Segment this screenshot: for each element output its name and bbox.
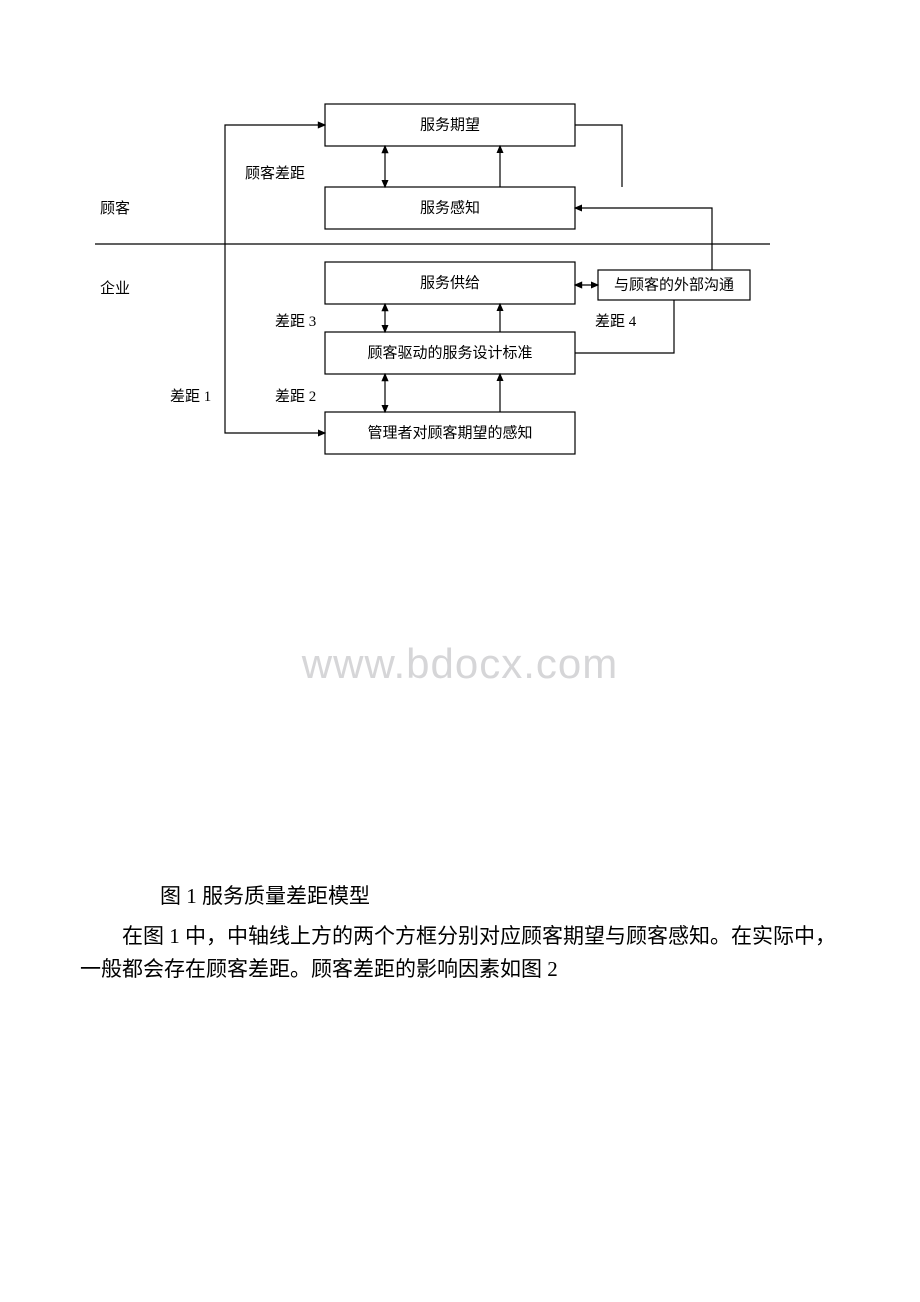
comm-to-perceive <box>575 208 712 270</box>
node-label-comm: 与顾客的外部沟通 <box>614 276 734 293</box>
label-enterprise: 企业 <box>100 279 130 297</box>
node-label-expect: 服务期望 <box>420 116 480 133</box>
label-gap2: 差距 2 <box>275 388 316 405</box>
diagram-svg: 服务期望服务感知服务供给 与顾客的外部沟通顾客驱动的服务设计标准管理者对顾客期望的… <box>0 0 920 500</box>
figure-caption: 图 1 服务质量差距模型 <box>160 880 370 913</box>
node-label-mgr: 管理者对顾客期望的感知 <box>367 424 532 441</box>
label-gap1: 差距 1 <box>170 388 211 405</box>
label-gap3: 差距 3 <box>275 313 316 330</box>
label-cust_gap: 顾客差距 <box>245 165 305 182</box>
watermark-text: www.bdocx.com <box>0 640 920 688</box>
node-label-supply: 服务供给 <box>420 274 480 291</box>
label-gap4: 差距 4 <box>595 313 637 330</box>
expect-right-elbow <box>575 125 622 187</box>
label-customer: 顾客 <box>100 200 130 217</box>
body-paragraph: 在图 1 中，中轴线上方的两个方框分别对应顾客期望与顾客感知。在实际中，一般都会… <box>80 920 840 985</box>
node-label-design: 顾客驱动的服务设计标准 <box>367 344 532 361</box>
gap-model-diagram: 服务期望服务感知服务供给 与顾客的外部沟通顾客驱动的服务设计标准管理者对顾客期望的… <box>0 0 920 500</box>
node-label-perceive: 服务感知 <box>420 199 480 216</box>
